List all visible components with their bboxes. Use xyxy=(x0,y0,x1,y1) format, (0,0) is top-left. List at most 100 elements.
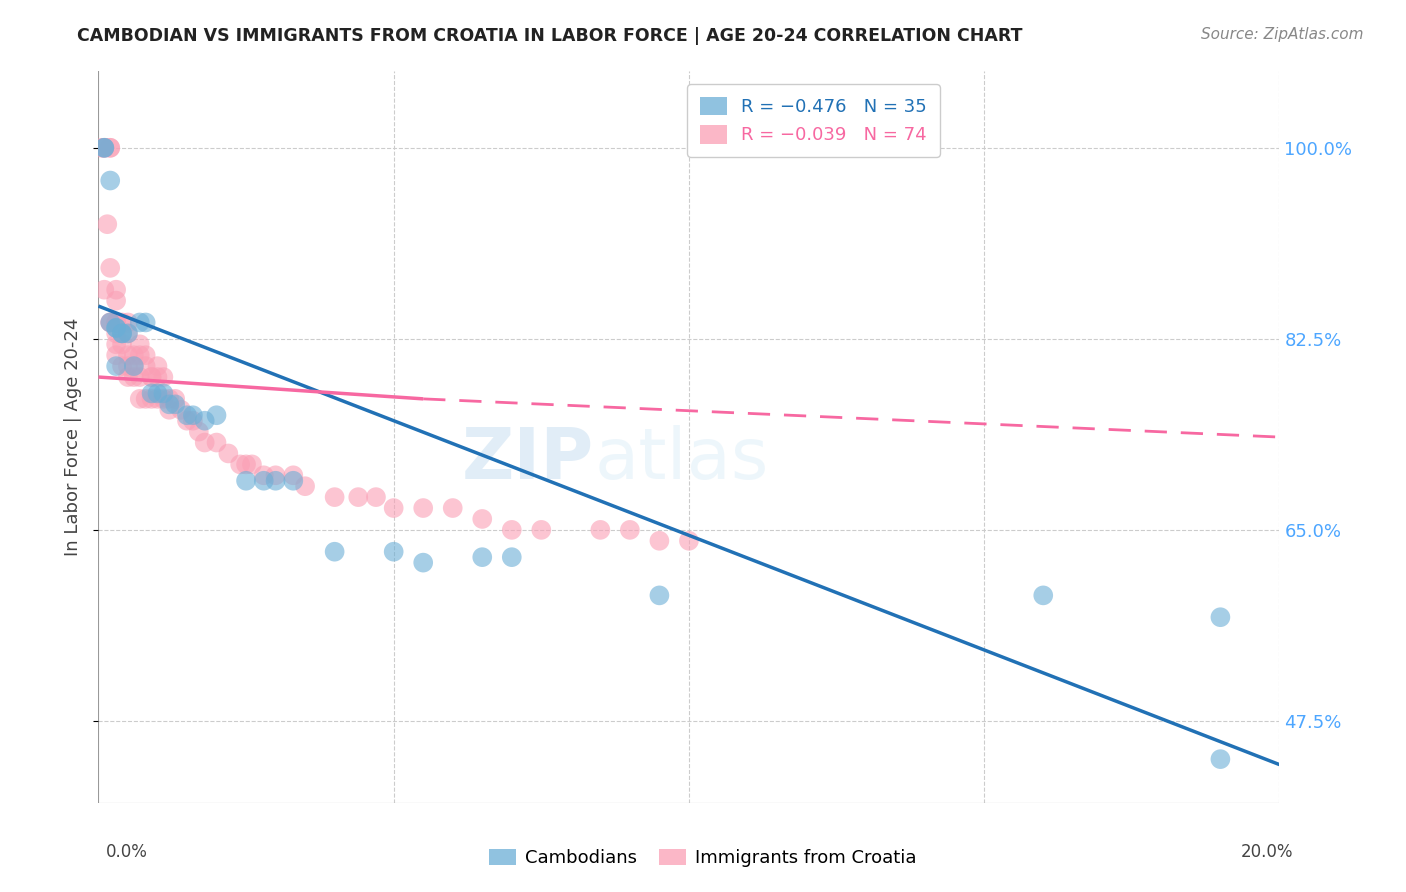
Point xyxy=(187,425,209,439)
Point xyxy=(146,370,169,384)
Point xyxy=(141,386,163,401)
Point xyxy=(122,359,145,373)
Point xyxy=(194,435,217,450)
Text: 20.0%: 20.0% xyxy=(1241,843,1294,861)
Point xyxy=(264,474,287,488)
Point xyxy=(152,386,174,401)
Point xyxy=(648,588,671,602)
Point xyxy=(157,402,180,417)
Point xyxy=(253,468,276,483)
Point xyxy=(128,392,150,406)
Point xyxy=(105,321,128,335)
Point xyxy=(176,414,198,428)
Point xyxy=(678,533,700,548)
Point xyxy=(117,370,139,384)
Point xyxy=(117,315,139,329)
Point xyxy=(1209,610,1232,624)
Point xyxy=(1209,752,1232,766)
Point xyxy=(135,359,157,373)
Point xyxy=(240,458,263,472)
Point xyxy=(135,348,157,362)
Point xyxy=(93,141,115,155)
Point xyxy=(111,326,134,341)
Point xyxy=(141,392,163,406)
Point xyxy=(111,359,134,373)
Point xyxy=(165,392,187,406)
Point xyxy=(128,348,150,362)
Point xyxy=(105,359,128,373)
Point xyxy=(111,315,134,329)
Point xyxy=(93,141,115,155)
Point xyxy=(235,458,257,472)
Point xyxy=(501,523,523,537)
Point xyxy=(98,173,121,187)
Point xyxy=(98,260,121,275)
Point xyxy=(105,315,128,329)
Point xyxy=(471,512,494,526)
Point xyxy=(111,337,134,351)
Point xyxy=(90,141,112,155)
Point xyxy=(146,386,169,401)
Point xyxy=(471,550,494,565)
Point xyxy=(347,490,370,504)
Point xyxy=(176,409,198,423)
Point xyxy=(205,409,228,423)
Point xyxy=(648,533,671,548)
Point xyxy=(105,321,128,335)
Point xyxy=(157,397,180,411)
Point xyxy=(98,315,121,329)
Text: 0.0%: 0.0% xyxy=(105,843,148,861)
Point xyxy=(157,392,180,406)
Legend: R = −0.476   N = 35, R = −0.039   N = 74: R = −0.476 N = 35, R = −0.039 N = 74 xyxy=(688,84,939,157)
Point xyxy=(141,370,163,384)
Point xyxy=(111,326,134,341)
Point xyxy=(412,556,434,570)
Point xyxy=(181,414,204,428)
Point xyxy=(122,370,145,384)
Point xyxy=(93,283,115,297)
Point xyxy=(135,392,157,406)
Point xyxy=(105,326,128,341)
Point xyxy=(117,326,139,341)
Y-axis label: In Labor Force | Age 20-24: In Labor Force | Age 20-24 xyxy=(65,318,83,557)
Text: Source: ZipAtlas.com: Source: ZipAtlas.com xyxy=(1201,27,1364,42)
Text: ZIP: ZIP xyxy=(463,425,595,493)
Point xyxy=(619,523,641,537)
Point xyxy=(501,550,523,565)
Point xyxy=(283,474,305,488)
Point xyxy=(229,458,252,472)
Point xyxy=(205,435,228,450)
Text: atlas: atlas xyxy=(595,425,769,493)
Point xyxy=(135,315,157,329)
Point xyxy=(441,501,464,516)
Point xyxy=(105,293,128,308)
Point xyxy=(382,501,405,516)
Point xyxy=(146,392,169,406)
Point xyxy=(1032,588,1054,602)
Point xyxy=(122,348,145,362)
Point xyxy=(105,337,128,351)
Point xyxy=(165,397,187,411)
Point xyxy=(141,370,163,384)
Point xyxy=(589,523,612,537)
Point xyxy=(98,141,121,155)
Point xyxy=(98,141,121,155)
Point xyxy=(364,490,387,504)
Point xyxy=(93,141,115,155)
Point xyxy=(111,326,134,341)
Point xyxy=(128,337,150,351)
Point xyxy=(93,141,115,155)
Point xyxy=(283,468,305,483)
Point xyxy=(105,283,128,297)
Point xyxy=(194,414,217,428)
Point xyxy=(217,446,239,460)
Point xyxy=(146,359,169,373)
Point xyxy=(152,392,174,406)
Point xyxy=(412,501,434,516)
Point xyxy=(98,315,121,329)
Point xyxy=(294,479,316,493)
Point xyxy=(152,370,174,384)
Point xyxy=(117,326,139,341)
Point xyxy=(128,315,150,329)
Point xyxy=(96,217,118,231)
